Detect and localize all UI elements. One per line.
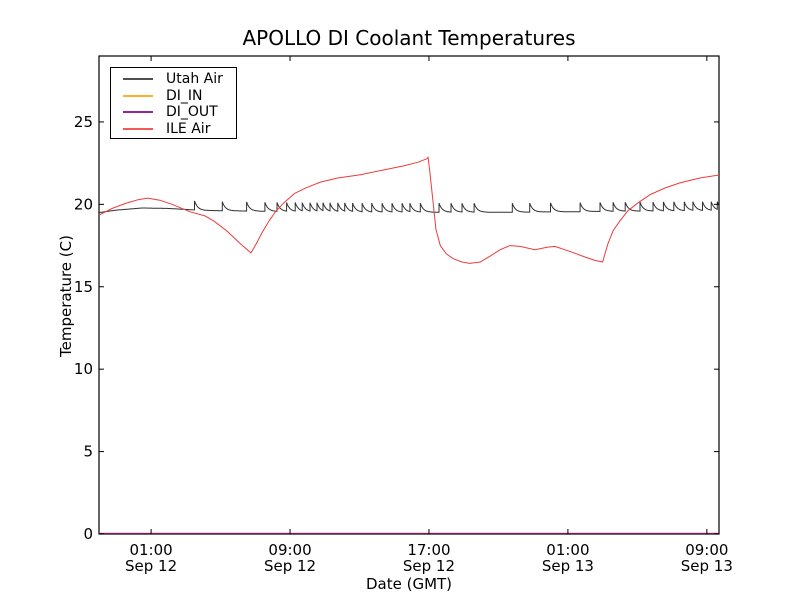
x-tick-label-date: Sep 12 — [403, 557, 455, 575]
y-tick-label: 20 — [74, 195, 93, 213]
series-line-ile-air — [98, 156, 720, 264]
x-tick-label-time: 09:00 — [268, 541, 311, 559]
y-tick-label: 10 — [74, 360, 93, 378]
legend-entry-ile-air: ILE Air — [111, 121, 236, 138]
y-tick-label: 25 — [74, 113, 93, 131]
legend-label-ile-air: ILE Air — [166, 120, 211, 137]
x-tick-label-time: 09:00 — [685, 541, 728, 559]
x-axis-label: Date (GMT) — [365, 575, 453, 593]
legend-entry-di-out: DI_OUT — [111, 104, 236, 121]
y-tick-label: 15 — [74, 278, 93, 296]
legend-label-di-in: DI_IN — [166, 87, 203, 104]
legend-line-sample-ile-air — [123, 127, 153, 130]
plot-border — [98, 55, 720, 535]
series-line-utah-air — [98, 200, 720, 214]
x-tick-label-date: Sep 12 — [264, 557, 316, 575]
legend-label-di-out: DI_OUT — [166, 104, 218, 121]
x-tick-label-date: Sep 12 — [125, 557, 177, 575]
x-tick-label-time: 01:00 — [129, 541, 172, 559]
legend-entry-di-in: DI_IN — [111, 88, 236, 105]
legend-line-sample-di-in — [123, 94, 153, 97]
legend-line-sample-utah-air — [123, 78, 153, 81]
legend-entry-utah-air: Utah Air — [111, 71, 236, 88]
legend-label-utah-air: Utah Air — [166, 71, 223, 88]
chart-title: APOLLO DI Coolant Temperatures — [242, 26, 576, 50]
y-tick-label: 0 — [83, 525, 93, 543]
x-tick-label-date: Sep 13 — [542, 557, 594, 575]
legend-line-sample-di-out — [123, 111, 153, 114]
x-tick-label-time: 01:00 — [546, 541, 589, 559]
legend: Utah Air DI_IN DI_OUT ILE Air — [110, 67, 237, 139]
x-tick-label-date: Sep 13 — [681, 557, 733, 575]
x-tick-label-time: 17:00 — [407, 541, 450, 559]
y-tick-label: 5 — [83, 443, 93, 461]
